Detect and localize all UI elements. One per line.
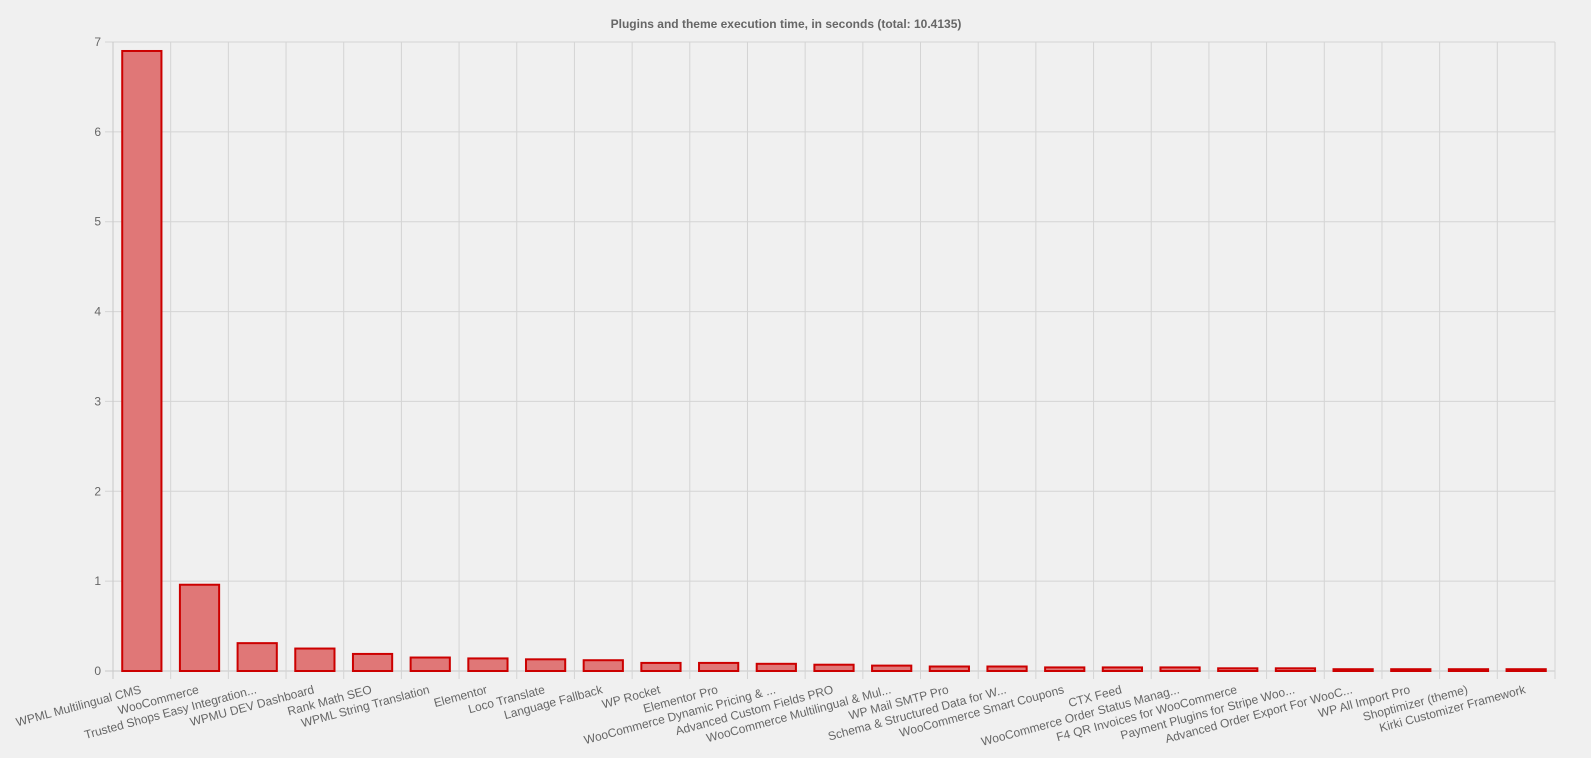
chart-title: Plugins and theme execution time, in sec…	[611, 17, 962, 31]
bar	[236, 642, 278, 673]
bars	[121, 49, 1547, 673]
bar	[1390, 668, 1432, 673]
bar	[928, 665, 970, 672]
y-tick-label: 4	[94, 305, 101, 319]
bar	[1332, 668, 1374, 673]
bar	[1101, 666, 1144, 672]
bar	[1505, 668, 1547, 673]
bar	[698, 661, 740, 672]
bar	[467, 657, 509, 672]
bar	[351, 652, 394, 672]
y-tick-label: 7	[94, 35, 101, 49]
bar	[755, 662, 797, 672]
y-tick-label: 1	[94, 574, 101, 588]
bar	[1044, 666, 1086, 672]
x-axis-labels: WPML Multilingual CMSWooCommerceTrusted …	[14, 682, 1527, 749]
y-tick-label: 3	[94, 394, 101, 408]
bar	[582, 659, 624, 673]
y-axis-ticks: 0 1 2 3 4 5 6 7	[94, 35, 101, 678]
bar	[409, 656, 451, 672]
y-tick-label: 6	[94, 125, 101, 139]
bar	[178, 583, 221, 672]
bar	[1447, 668, 1490, 673]
y-tick-label: 0	[94, 664, 101, 678]
bar	[813, 663, 855, 673]
bar	[524, 658, 567, 672]
gridlines	[105, 41, 1556, 679]
bar	[1217, 667, 1259, 672]
bar	[121, 49, 163, 672]
y-tick-label: 5	[94, 215, 101, 229]
bar	[1274, 667, 1317, 672]
bar	[1159, 666, 1201, 672]
bar	[294, 647, 336, 672]
bar	[640, 661, 682, 672]
bar	[871, 664, 913, 673]
y-tick-label: 2	[94, 484, 101, 498]
bar	[986, 665, 1028, 672]
